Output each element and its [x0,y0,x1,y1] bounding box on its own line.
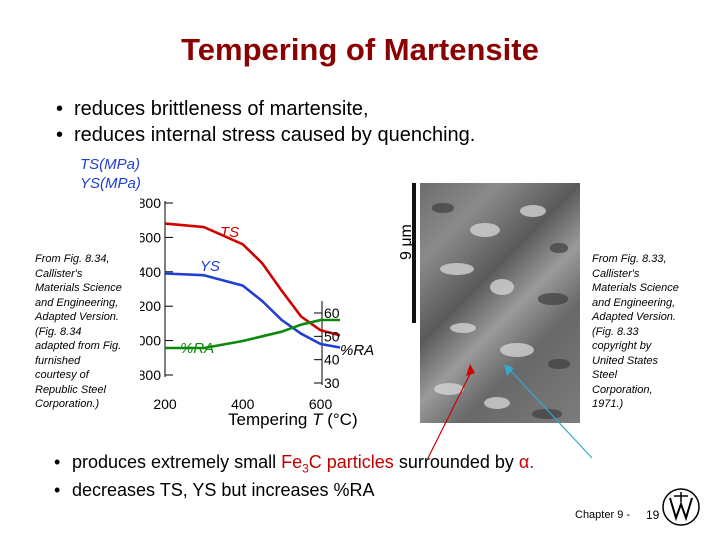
left-note-line: Corporation.) [35,398,100,410]
bullet-symbol: • [54,452,61,472]
micrograph-texture [450,323,476,333]
micrograph-texture [440,263,474,275]
pointer-line-cyan [509,369,593,459]
right-note-line: Steel [592,369,618,381]
right-citation-note: From Fig. 8.33, Callister's Materials Scie… [592,252,679,412]
left-note-line: Materials Science [35,282,122,294]
bullet-text: produces extremely small [72,452,282,472]
bullet-text-suffix: surrounded by [393,452,519,472]
left-axis-tick-label: 1800 [140,195,161,211]
x-axis-tick-label: 400 [231,396,255,412]
left-note-line: Adapted Version. [35,311,119,323]
right-note-line: (Fig. 8.33 [592,325,639,338]
x-axis-tick-label: 600 [309,396,333,412]
bullet-text: reduces brittleness of martensite, [74,98,369,120]
left-note-line: furnished [35,354,81,367]
micrograph-texture [432,203,454,213]
series-label: YS [200,258,220,275]
right-axis-label: %RA [340,342,374,359]
series-line-pct-ra [165,318,340,350]
right-note-line: Callister's [592,267,640,280]
bullet-item: • reduces brittleness of martensite, [56,98,369,121]
bullet-symbol: • [54,480,61,500]
x-axis-label-var: T [312,410,323,429]
martensite-micrograph [420,183,580,423]
x-axis-label-unit: (°C) [322,410,358,429]
right-note-line: Adapted Version. [592,311,676,323]
scale-bar [412,183,416,323]
bullet-text: decreases TS, YS but increases %RA [72,480,375,500]
left-note-line: adapted from Fig. [35,340,122,352]
alpha-symbol: α. [518,452,535,472]
left-axis-tick-label: 1600 [140,229,161,245]
left-note-line: and Engineering, [35,296,119,309]
left-axis-tick-label: 1000 [140,333,161,349]
fe-particles-label: C particles [308,452,394,472]
left-axis-tick-label: 1200 [140,298,161,314]
micrograph-texture [550,243,568,253]
series-line-ts [164,222,341,337]
left-note-line: courtesy of [35,369,89,381]
right-note-line: copyright by [592,340,652,352]
fe-subscript: 3 [302,461,309,476]
page-title: Tempering of Martensite [181,32,539,67]
tempering-chart: 1800 1600 1400 1200 1000 800 60 50 40 30 200 400 600… [140,195,374,412]
footer-page-number: 19 [646,508,660,522]
left-axis-tick-label: 1400 [140,264,161,280]
pointer-arrow-cyan [504,364,514,376]
pointer-arrow-red [466,364,475,376]
right-note-line: Corporation, [592,383,653,396]
right-note-line: and Engineering, [592,296,676,309]
left-citation-note: From Fig. 8.34, Callister's Materials Scie… [35,252,122,412]
left-note-line: From Fig. 8.34, [35,253,110,265]
ys-axis-label: YS(MPa) [80,175,141,192]
left-note-line: Callister's [35,267,83,280]
bullet-item: • reduces internal stress caused by quenc… [56,124,475,147]
fe-label: Fe [281,452,303,472]
right-axis-tick-label: 30 [324,375,340,391]
right-note-line: From Fig. 8.33, [592,253,667,265]
micrograph-texture [484,397,510,409]
ts-axis-label: TS(MPa) [80,156,140,173]
footer-chapter: Chapter 9 - [575,509,631,521]
right-axis-tick-label: 50 [324,328,340,344]
bottom-bullet-1: • produces extremely small Fe3C particles… [54,452,534,476]
series-line-ys [164,272,341,349]
right-axis-tick-label: 60 [324,305,340,321]
bullet-text: reduces internal stress caused by quench… [74,124,476,146]
x-axis-tick-label: 200 [153,396,177,412]
series-label: %RA [180,340,214,357]
bullet-symbol: • [56,98,64,120]
left-note-line: Republic Steel [35,383,106,396]
chart-series [164,222,341,350]
x-axis-label-prefix: Tempering [228,410,313,429]
bullet-symbol: • [56,124,64,146]
micrograph-texture [532,409,562,419]
micrograph-texture [548,359,570,369]
left-note-line: (Fig. 8.34 [35,325,82,338]
micrograph-texture [500,343,534,357]
right-note-line: United States [592,354,659,367]
micrograph-texture [538,293,568,305]
right-note-line: Materials Science [592,282,679,294]
right-axis-tick-label: 40 [324,352,340,368]
right-note-line: 1971.) [592,398,624,410]
bottom-bullet-2: • decreases TS, YS but increases %RA [54,480,374,501]
micrograph-texture [434,383,464,395]
publisher-logo-icon [662,488,700,526]
micrograph-texture [520,205,546,217]
x-axis-label: Tempering T (°C) [228,410,358,430]
chart-labels: 1800 1600 1400 1200 1000 800 60 50 40 30 200 400 600… [140,195,374,412]
series-label: TS [220,224,239,241]
left-axis-tick-label: 800 [140,367,161,383]
micrograph-texture [490,279,514,295]
micrograph-texture [470,223,500,237]
pointer-line-red [427,373,471,459]
